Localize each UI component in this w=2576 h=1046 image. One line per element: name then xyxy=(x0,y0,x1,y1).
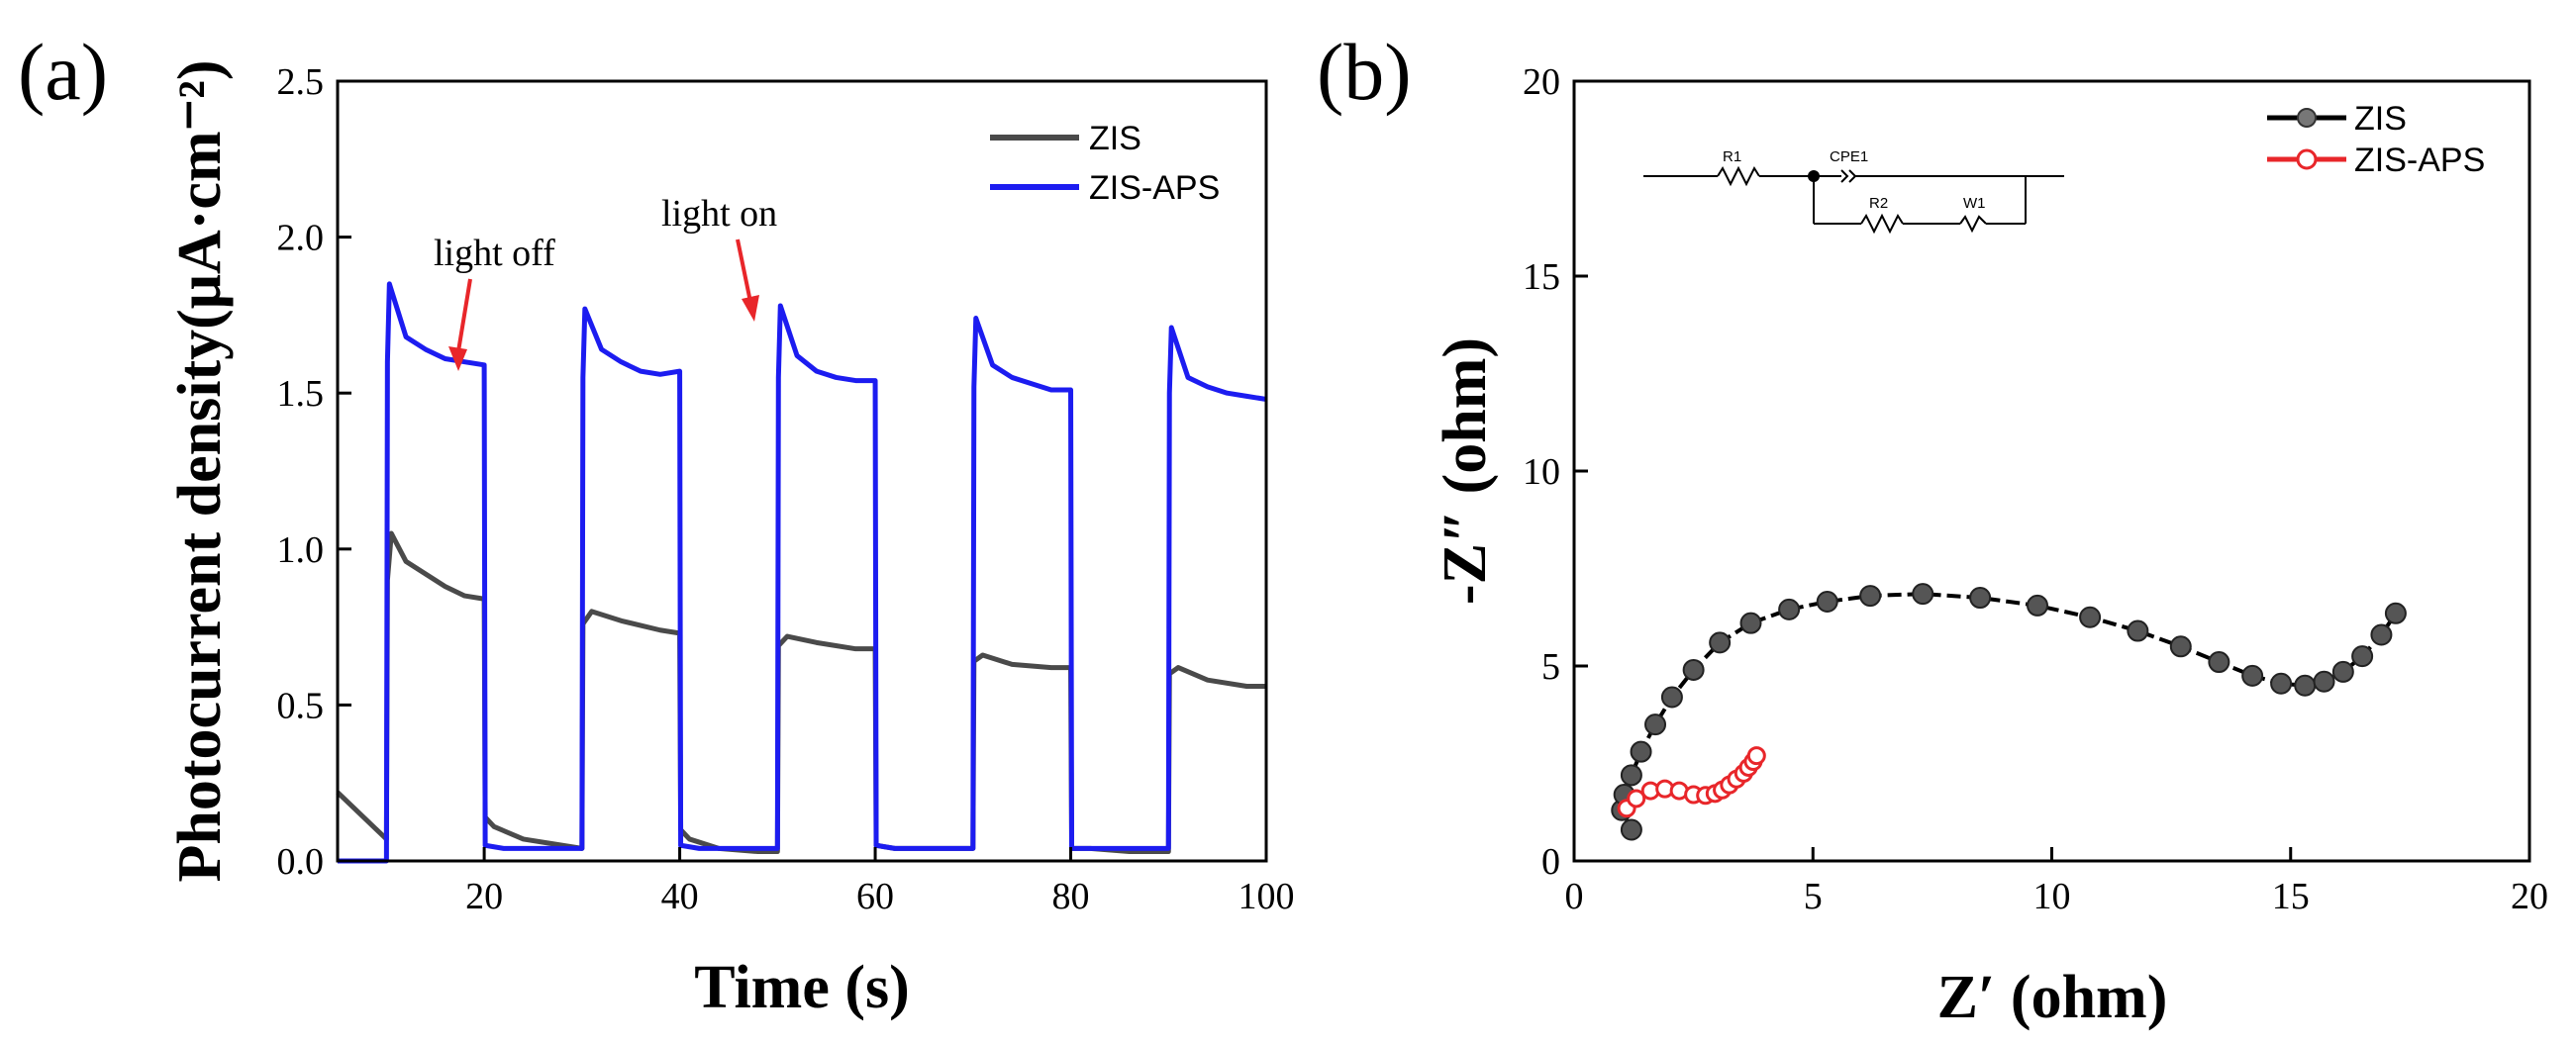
legend-b-zis-aps-label: ZIS-APS xyxy=(2354,142,2485,179)
zis-data-point xyxy=(1620,764,1642,787)
circuit-cpe-element-b xyxy=(1848,169,1857,183)
zis-data-point xyxy=(1778,598,1801,620)
circuit-label-cpe1: CPE1 xyxy=(1830,148,1868,165)
light-on-arrow xyxy=(736,238,752,303)
panel-b: (b) 0 5 10 15 20 0 5 10 15 20 Z′ (ohm) -Z″ (ohm)… xyxy=(1317,27,2548,1031)
zis-data-point xyxy=(1912,583,1934,606)
y-tick-label: 1.5 xyxy=(277,373,325,415)
panel-b-x-axis-title: Z′ (ohm) xyxy=(1937,964,2168,1031)
zis-data-point xyxy=(1859,585,1882,608)
circuit-label-r2: R2 xyxy=(1869,195,1888,212)
zis-data-point xyxy=(2384,602,2407,624)
zis-photocurrent-line xyxy=(336,530,1266,855)
y-tick-label: 0.5 xyxy=(277,685,325,726)
equivalent-circuit-diagram: R1 CPE1 R2 W1 xyxy=(1643,148,2064,235)
circuit-warburg-w1 xyxy=(1959,215,1987,234)
y-tick-label: 2.0 xyxy=(277,218,325,259)
panel-a-annotations: light off light on xyxy=(434,193,777,371)
panel-a-legend: ZIS ZIS-APS xyxy=(990,120,1220,207)
x-tick-label: 60 xyxy=(856,876,894,917)
zis-data-point xyxy=(1644,713,1667,736)
zis-nyquist-fit-line xyxy=(1620,592,2398,831)
x-tick-label: 80 xyxy=(1052,876,1090,917)
legend-b-zis-aps-marker xyxy=(2296,148,2318,170)
legend-zis-aps-label: ZIS-APS xyxy=(1089,169,1220,207)
panel-b-x-ticks: 0 5 10 15 20 xyxy=(1565,847,2548,917)
circuit-resistor-r1 xyxy=(1717,165,1760,187)
zis-data-point xyxy=(1660,686,1683,709)
circuit-resistor-r2 xyxy=(1860,213,1904,235)
zis-data-point xyxy=(1620,818,1642,841)
panel-a-plot-frame xyxy=(336,79,1268,863)
zis-data-point xyxy=(1709,631,1732,654)
zis-data-point xyxy=(1969,587,1992,610)
light-on-arrowhead xyxy=(742,295,759,322)
panel-a-y-axis-title: Photocurrent density(μA·cm⁻²) xyxy=(166,60,234,883)
light-off-arrow xyxy=(456,278,472,352)
panel-a-x-axis-title: Time (s) xyxy=(694,954,910,1021)
y-tick-label: 0 xyxy=(1541,841,1560,883)
panel-a-series xyxy=(336,281,1267,864)
panel-a-x-ticks: 20 40 60 80 100 xyxy=(465,847,1295,917)
circuit-label-w1: W1 xyxy=(1963,195,1986,212)
zis-data-point xyxy=(2370,623,2393,646)
panel-a-label: (a) xyxy=(18,27,108,117)
zis-data-point xyxy=(1682,658,1705,681)
zis-aps-photocurrent-line xyxy=(338,281,1267,864)
x-tick-label: 5 xyxy=(1804,876,1823,917)
zis-data-point xyxy=(1816,590,1838,613)
x-tick-label: 10 xyxy=(2033,876,2071,917)
y-tick-label: 1.0 xyxy=(277,529,325,571)
zis-data-point xyxy=(2027,594,2049,617)
legend-b-zis-label: ZIS xyxy=(2354,100,2407,138)
legend-b-zis-marker xyxy=(2297,108,2317,128)
zis-data-point xyxy=(1630,740,1652,763)
panel-b-y-ticks: 0 5 10 15 20 xyxy=(1523,61,1588,883)
y-tick-label: 10 xyxy=(1523,451,1560,493)
y-tick-label: 20 xyxy=(1523,61,1560,103)
y-tick-label: 0.0 xyxy=(277,841,325,883)
legend-zis-label: ZIS xyxy=(1089,120,1141,157)
zis-data-point xyxy=(2294,674,2317,697)
panel-b-label: (b) xyxy=(1317,27,1412,117)
x-tick-label: 15 xyxy=(2272,876,2310,917)
y-tick-label: 5 xyxy=(1541,646,1560,688)
zis-data-point xyxy=(2208,651,2230,674)
panel-b-y-axis-title: -Z″ (ohm) xyxy=(1432,337,1499,605)
annotation-light-off: light off xyxy=(434,233,555,274)
zis-data-point xyxy=(2127,619,2149,642)
circuit-label-r1: R1 xyxy=(1723,148,1741,165)
zis-data-point xyxy=(2313,670,2335,693)
light-off-arrowhead xyxy=(448,346,467,371)
zis-data-point xyxy=(2241,664,2264,687)
circuit-cpe-element xyxy=(1840,169,1849,183)
y-tick-label: 15 xyxy=(1523,256,1560,298)
zis-nyquist-points xyxy=(1611,583,2407,841)
zis-data-point xyxy=(2079,606,2102,628)
zis-aps-data-point xyxy=(1627,789,1646,808)
x-tick-label: 0 xyxy=(1565,876,1584,917)
zis-data-point xyxy=(2270,672,2293,695)
annotation-light-on: light on xyxy=(661,193,777,235)
zis-data-point xyxy=(1739,612,1762,634)
zis-aps-data-point xyxy=(1746,746,1766,766)
panel-a: (a) 20 40 60 80 100 0.0 0.5 1.0 1.5 2.0 2.5 Time … xyxy=(18,27,1295,1021)
zis-data-point xyxy=(2351,645,2374,668)
panel-b-legend: ZIS ZIS-APS xyxy=(2267,100,2485,179)
zis-aps-nyquist-points xyxy=(1617,746,1766,818)
panel-a-y-ticks: 0.0 0.5 1.0 1.5 2.0 2.5 xyxy=(277,61,351,883)
zis-data-point xyxy=(2169,635,2192,658)
x-tick-label: 100 xyxy=(1238,876,1295,917)
panel-b-plot-frame xyxy=(1572,79,2531,863)
x-tick-label: 20 xyxy=(2511,876,2548,917)
y-tick-label: 2.5 xyxy=(277,61,325,103)
zis-data-point xyxy=(2331,660,2354,683)
x-tick-label: 20 xyxy=(465,876,503,917)
x-tick-label: 40 xyxy=(661,876,699,917)
